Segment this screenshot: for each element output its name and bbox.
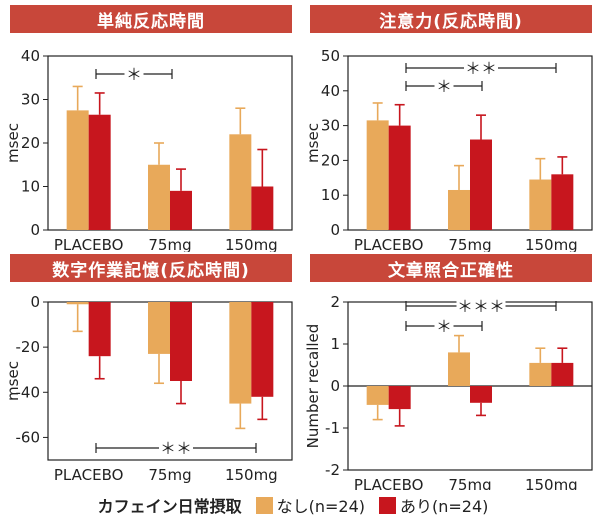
- chart-working-memory-reaction-time: 0 -20 -40 -60 msec PLACEBO 75mg 150mg ＊＊: [4, 293, 293, 484]
- bar-none-150mg: [229, 302, 252, 404]
- bar-habitual-75mg: [170, 190, 192, 230]
- bar-habitual-placebo: [88, 114, 111, 230]
- y-axis-label: msec: [4, 361, 22, 401]
- bar-habitual-75mg: [170, 302, 192, 381]
- bar-none-75mg: [448, 352, 470, 386]
- significance-label: ＊: [126, 65, 142, 84]
- legend: カフェイン日常摂取 なし(n=24) あり(n=24): [0, 492, 600, 518]
- legend-swatch-none: [255, 496, 273, 514]
- bar-habitual-150mg: [251, 186, 274, 230]
- x-tick-label: 75mg: [448, 476, 491, 490]
- bar-habitual-150mg: [551, 362, 574, 386]
- significance-label-bg: [124, 66, 144, 82]
- x-tick-label: 150mg: [525, 236, 578, 252]
- x-tick-label: PLACEBO: [54, 466, 124, 484]
- y-tick-label: 0: [330, 221, 340, 239]
- y-tick-label: -60: [16, 428, 41, 446]
- y-tick-label: 2: [330, 293, 340, 311]
- significance-label-bg: [456, 298, 506, 314]
- y-axis-label: Number recalled: [304, 324, 322, 449]
- significance-label-bg: [434, 78, 454, 94]
- bar-none-150mg: [529, 362, 552, 386]
- legend-item-none: なし(n=24): [255, 493, 365, 517]
- legend-item-habitual: あり(n=24): [379, 493, 488, 517]
- bar-none-placebo: [366, 120, 389, 230]
- y-tick-label: 0: [30, 221, 40, 239]
- x-tick-label: 75mg: [448, 236, 491, 252]
- significance-label: ＊: [436, 317, 452, 336]
- y-tick-label: -2: [325, 461, 340, 479]
- y-tick-label: 10: [321, 186, 340, 204]
- y-axis-label: msec: [304, 123, 322, 163]
- x-tick-label: PLACEBO: [54, 236, 124, 252]
- bar-none-75mg: [148, 302, 170, 354]
- bar-habitual-placebo: [388, 386, 411, 410]
- y-tick-label: 40: [321, 82, 340, 100]
- significance-label: ＊＊: [465, 59, 497, 78]
- y-tick-label: 30: [321, 117, 340, 135]
- y-tick-label: 50: [321, 47, 340, 65]
- bar-habitual-placebo: [388, 125, 411, 230]
- significance-label: ＊＊: [160, 439, 192, 458]
- y-axis-label: msec: [4, 123, 22, 163]
- chart-title-sentence-verification: 文章照合正確性: [310, 254, 592, 282]
- legend-swatch-habitual: [379, 496, 396, 514]
- significance-label-bg: [434, 318, 454, 334]
- x-tick-label: PLACEBO: [354, 236, 424, 252]
- chart-title-attention: 注意力(反応時間): [310, 5, 592, 33]
- bar-habitual-150mg: [251, 302, 274, 397]
- bar-habitual-placebo: [88, 302, 111, 357]
- legend-label-none: なし(n=24): [276, 497, 365, 516]
- y-tick-label: 30: [21, 91, 40, 109]
- y-tick-label: -1: [325, 419, 340, 437]
- bar-none-75mg: [148, 164, 170, 230]
- bar-none-placebo: [366, 386, 389, 405]
- y-tick-label: 20: [21, 134, 40, 152]
- y-tick-label: 20: [321, 151, 340, 169]
- x-tick-label: 75mg: [148, 236, 191, 252]
- significance-label-bg: [159, 440, 193, 456]
- x-tick-label: 150mg: [225, 466, 278, 484]
- y-tick-label: 40: [21, 47, 40, 65]
- y-tick-label: 1: [330, 335, 340, 353]
- bar-none-150mg: [229, 134, 252, 230]
- bar-none-placebo: [66, 110, 89, 230]
- bar-none-placebo: [66, 302, 89, 305]
- chart-title-working-memory: 数字作業記憶(反応時間): [10, 254, 292, 282]
- bar-habitual-75mg: [470, 139, 492, 230]
- x-tick-label: 75mg: [148, 466, 191, 484]
- bar-habitual-150mg: [551, 174, 574, 230]
- y-tick-label: -20: [16, 338, 41, 356]
- y-tick-label: 0: [30, 293, 40, 311]
- chart-simple-reaction-time: 0 10 20 30 40 msec PLACEBO 75mg 150mg ＊: [4, 47, 293, 252]
- significance-label: ＊＊＊: [457, 297, 505, 316]
- bar-none-150mg: [529, 179, 552, 230]
- y-tick-label: -40: [16, 383, 41, 401]
- significance-label: ＊: [436, 77, 452, 96]
- bar-habitual-75mg: [470, 386, 492, 403]
- y-tick-label: 10: [21, 178, 40, 196]
- legend-title: カフェイン日常摂取: [97, 497, 242, 516]
- legend-label-habitual: あり(n=24): [400, 497, 489, 516]
- y-tick-label: 0: [330, 377, 340, 395]
- significance-label-bg: [464, 60, 498, 76]
- bar-none-75mg: [448, 189, 470, 230]
- x-tick-label: PLACEBO: [354, 476, 424, 490]
- chart-title-simple-reaction: 単純反応時間: [10, 5, 292, 33]
- x-tick-label: 150mg: [525, 476, 578, 490]
- x-tick-label: 150mg: [225, 236, 278, 252]
